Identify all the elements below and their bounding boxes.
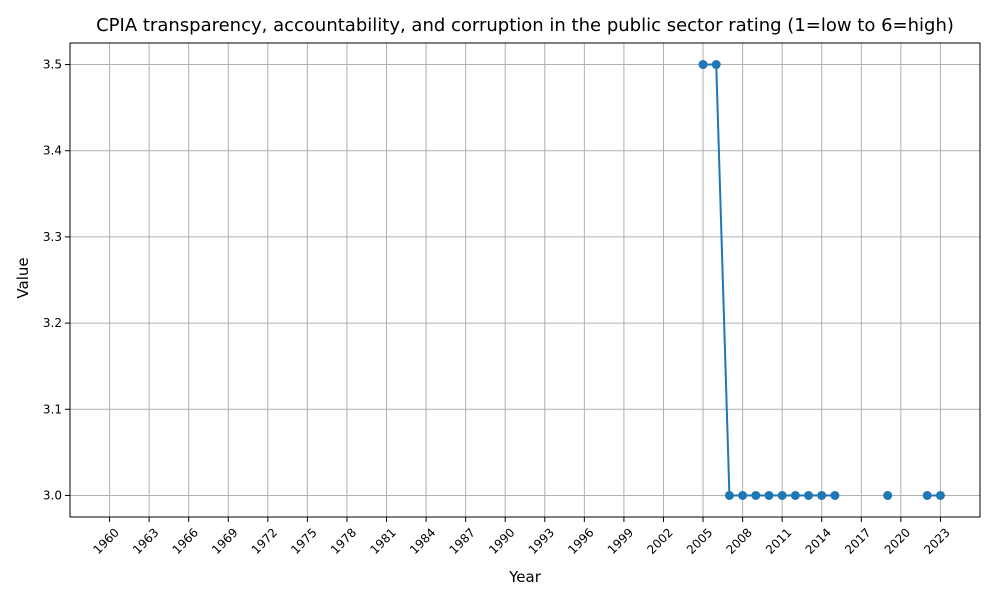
data-point [935,490,945,500]
x-tick-label: 1978 [328,525,359,556]
x-tick-label: 1972 [249,525,280,556]
y-tick-label: 3.2 [43,316,62,330]
x-tick-label: 1981 [367,525,398,556]
x-tick-label: 1984 [407,525,438,556]
data-point [804,490,814,500]
data-point [777,490,787,500]
series-line-segment [715,64,731,496]
y-tick-label: 3.1 [43,402,62,416]
x-tick-label: 1990 [486,525,517,556]
x-tick-label: 1996 [565,525,596,556]
data-point [883,490,893,500]
y-tick-label: 3.5 [43,58,62,72]
x-tick-label: 2005 [684,525,715,556]
x-tick-label: 2017 [842,525,873,556]
data-point [724,490,734,500]
x-tick-label: 1987 [446,525,477,556]
y-tick-label: 3.0 [43,488,62,502]
grid-lines [70,43,980,517]
x-tick-label: 2002 [644,525,675,556]
data-point [711,60,721,70]
x-axis-ticks: 1960 1963 1966 1969 1972 1975 1978 1981 1984 1987… [90,517,953,557]
x-tick-label: 2023 [921,525,952,556]
data-point [698,60,708,70]
data-point [817,490,827,500]
y-tick-label: 3.3 [43,230,62,244]
chart-title: CPIA transparency, accountability, and c… [96,15,954,36]
x-tick-label: 1963 [130,525,161,556]
x-tick-label: 1966 [170,525,201,556]
data-point [738,490,748,500]
x-axis-label: Year [508,568,542,586]
x-tick-label: 2008 [723,525,754,556]
data-point [830,490,840,500]
x-tick-label: 2020 [882,525,913,556]
x-tick-label: 1975 [288,525,319,556]
y-axis-ticks: 3.0 3.1 3.2 3.3 3.4 3.5 [43,58,70,502]
x-tick-label: 2014 [803,525,834,556]
x-tick-label: 1999 [605,525,636,556]
x-tick-label: 2011 [763,525,794,556]
plot-frame [69,42,981,518]
x-tick-label: 1993 [526,525,557,556]
x-tick-label: 1969 [209,525,240,556]
data-point [764,490,774,500]
x-tick-label: 1960 [90,525,121,556]
data-point [790,490,800,500]
data-point [751,490,761,500]
data-point [922,490,932,500]
y-tick-label: 3.4 [43,144,62,158]
y-axis-label: Value [14,257,32,298]
plot-area [698,60,945,500]
